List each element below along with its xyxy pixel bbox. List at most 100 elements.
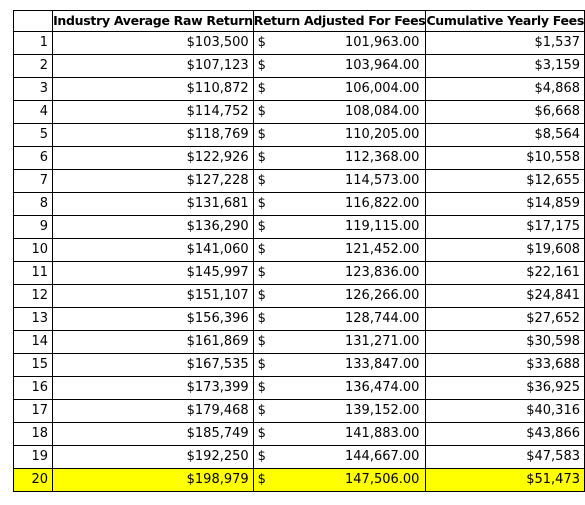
adjusted-return-cell[interactable]: $133,847.00 <box>252 353 427 377</box>
adjusted-return-content: $123,836.00 <box>254 263 425 284</box>
cumulative-fees-cell[interactable]: $40,316 <box>425 399 585 423</box>
year-cell[interactable]: 11 <box>12 261 54 285</box>
raw-return-cell[interactable]: $136,290 <box>52 215 254 239</box>
adjusted-return-cell[interactable]: $147,506.00 <box>252 468 427 492</box>
currency-symbol: $ <box>257 334 266 349</box>
raw-return-cell[interactable]: $167,535 <box>52 353 254 377</box>
year-cell[interactable]: 7 <box>12 169 54 193</box>
table-row: 20 $198,979 $147,506.00 $51,473 <box>12 468 585 492</box>
raw-return-cell[interactable]: $198,979 <box>52 468 254 492</box>
adjusted-return-cell[interactable]: $139,152.00 <box>252 399 427 423</box>
adjusted-return-cell[interactable]: $103,964.00 <box>252 54 427 78</box>
adjusted-return-cell[interactable]: $108,084.00 <box>252 100 427 124</box>
header-raw-return[interactable]: Industry Average Raw Return <box>52 10 254 32</box>
cumulative-fees-cell[interactable]: $19,608 <box>425 238 585 262</box>
table-row: 9 $136,290 $119,115.00 $17,175 <box>12 215 585 239</box>
adjusted-return-cell[interactable]: $112,368.00 <box>252 146 427 170</box>
cumulative-fees-cell[interactable]: $33,688 <box>425 353 585 377</box>
currency-symbol: $ <box>257 311 266 326</box>
raw-return-cell[interactable]: $156,396 <box>52 307 254 331</box>
cumulative-fees-cell[interactable]: $8,564 <box>425 123 585 147</box>
year-cell[interactable]: 17 <box>12 399 54 423</box>
adjusted-return-cell[interactable]: $114,573.00 <box>252 169 427 193</box>
raw-return-cell[interactable]: $110,872 <box>52 77 254 101</box>
year-cell[interactable]: 20 <box>12 468 54 492</box>
adjusted-return-content: $119,115.00 <box>254 217 425 238</box>
cumulative-fees-cell[interactable]: $22,161 <box>425 261 585 285</box>
table-row: 11 $145,997 $123,836.00 $22,161 <box>12 261 585 285</box>
cumulative-fees-cell[interactable]: $12,655 <box>425 169 585 193</box>
cumulative-fees-cell[interactable]: $51,473 <box>425 468 585 492</box>
adjusted-return-cell[interactable]: $106,004.00 <box>252 77 427 101</box>
cumulative-fees-cell[interactable]: $17,175 <box>425 215 585 239</box>
currency-symbol: $ <box>257 58 266 73</box>
year-cell[interactable]: 4 <box>12 100 54 124</box>
adjusted-return-cell[interactable]: $101,963.00 <box>252 31 427 55</box>
adjusted-return-cell[interactable]: $116,822.00 <box>252 192 427 216</box>
table-row: 3 $110,872 $106,004.00 $4,868 <box>12 77 585 101</box>
table-row: 7 $127,228 $114,573.00 $12,655 <box>12 169 585 193</box>
cumulative-fees-cell[interactable]: $27,652 <box>425 307 585 331</box>
cumulative-fees-cell[interactable]: $47,583 <box>425 445 585 469</box>
year-cell[interactable]: 3 <box>12 77 54 101</box>
adjusted-return-cell[interactable]: $119,115.00 <box>252 215 427 239</box>
year-cell[interactable]: 15 <box>12 353 54 377</box>
raw-return-cell[interactable]: $122,926 <box>52 146 254 170</box>
year-cell[interactable]: 13 <box>12 307 54 331</box>
cumulative-fees-cell[interactable]: $14,859 <box>425 192 585 216</box>
raw-return-cell[interactable]: $114,752 <box>52 100 254 124</box>
cumulative-fees-cell[interactable]: $36,925 <box>425 376 585 400</box>
adjusted-return-cell[interactable]: $126,266.00 <box>252 284 427 308</box>
adjusted-return-cell[interactable]: $144,667.00 <box>252 445 427 469</box>
cumulative-fees-cell[interactable]: $4,868 <box>425 77 585 101</box>
adjusted-return-content: $133,847.00 <box>254 355 425 376</box>
cumulative-fees-cell[interactable]: $3,159 <box>425 54 585 78</box>
raw-return-cell[interactable]: $173,399 <box>52 376 254 400</box>
year-cell[interactable]: 8 <box>12 192 54 216</box>
adjusted-return-content: $116,822.00 <box>254 194 425 215</box>
adjusted-return-cell[interactable]: $128,744.00 <box>252 307 427 331</box>
raw-return-cell[interactable]: $145,997 <box>52 261 254 285</box>
adjusted-return-content: $126,266.00 <box>254 286 425 307</box>
cumulative-fees-cell[interactable]: $1,537 <box>425 31 585 55</box>
currency-symbol: $ <box>257 196 266 211</box>
header-adjusted-return[interactable]: Return Adjusted For Fees <box>252 10 427 32</box>
raw-return-cell[interactable]: $118,769 <box>52 123 254 147</box>
year-cell[interactable]: 16 <box>12 376 54 400</box>
cumulative-fees-cell[interactable]: $30,598 <box>425 330 585 354</box>
header-cumulative-fees[interactable]: Cumulative Yearly Fees <box>425 10 585 32</box>
cumulative-fees-cell[interactable]: $43,866 <box>425 422 585 446</box>
adjusted-return-cell[interactable]: $131,271.00 <box>252 330 427 354</box>
year-cell[interactable]: 18 <box>12 422 54 446</box>
adjusted-return-cell[interactable]: $123,836.00 <box>252 261 427 285</box>
raw-return-cell[interactable]: $103,500 <box>52 31 254 55</box>
year-cell[interactable]: 1 <box>12 31 54 55</box>
adjusted-return-content: $144,667.00 <box>254 447 425 468</box>
raw-return-cell[interactable]: $185,749 <box>52 422 254 446</box>
raw-return-cell[interactable]: $131,681 <box>52 192 254 216</box>
year-cell[interactable]: 6 <box>12 146 54 170</box>
adjusted-return-cell[interactable]: $141,883.00 <box>252 422 427 446</box>
year-cell[interactable]: 19 <box>12 445 54 469</box>
raw-return-cell[interactable]: $192,250 <box>52 445 254 469</box>
raw-return-cell[interactable]: $161,869 <box>52 330 254 354</box>
adjusted-return-cell[interactable]: $110,205.00 <box>252 123 427 147</box>
raw-return-cell[interactable]: $179,468 <box>52 399 254 423</box>
year-cell[interactable]: 14 <box>12 330 54 354</box>
adjusted-return-content: $141,883.00 <box>254 424 425 445</box>
year-cell[interactable]: 12 <box>12 284 54 308</box>
adjusted-return-cell[interactable]: $136,474.00 <box>252 376 427 400</box>
raw-return-cell[interactable]: $141,060 <box>52 238 254 262</box>
year-cell[interactable]: 2 <box>12 54 54 78</box>
cumulative-fees-cell[interactable]: $10,558 <box>425 146 585 170</box>
cumulative-fees-cell[interactable]: $24,841 <box>425 284 585 308</box>
year-cell[interactable]: 9 <box>12 215 54 239</box>
adjusted-return-cell[interactable]: $121,452.00 <box>252 238 427 262</box>
raw-return-cell[interactable]: $151,107 <box>52 284 254 308</box>
cumulative-fees-cell[interactable]: $6,668 <box>425 100 585 124</box>
year-cell[interactable]: 10 <box>12 238 54 262</box>
year-cell[interactable]: 5 <box>12 123 54 147</box>
raw-return-cell[interactable]: $127,228 <box>52 169 254 193</box>
header-index-cell[interactable] <box>12 10 54 32</box>
raw-return-cell[interactable]: $107,123 <box>52 54 254 78</box>
